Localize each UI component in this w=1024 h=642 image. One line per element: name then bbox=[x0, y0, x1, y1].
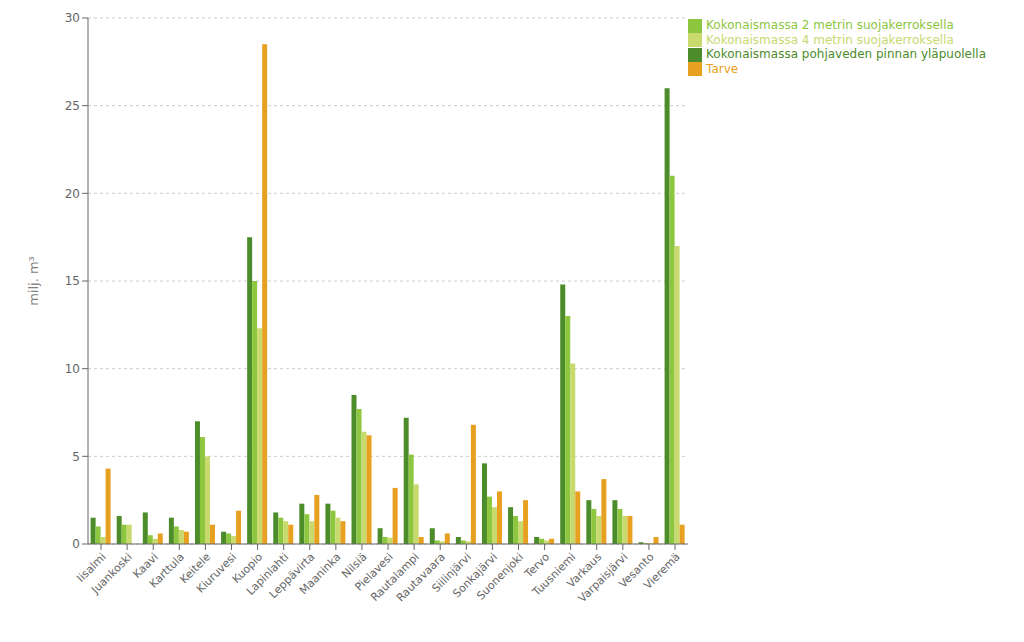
svg-text:Kiuruvesi: Kiuruvesi bbox=[194, 550, 240, 596]
svg-text:0: 0 bbox=[72, 537, 80, 551]
svg-text:Nilsiä: Nilsiä bbox=[339, 550, 370, 581]
svg-text:20: 20 bbox=[65, 187, 80, 201]
svg-text:30: 30 bbox=[65, 11, 80, 25]
svg-text:Suonenjoki: Suonenjoki bbox=[474, 550, 526, 602]
svg-text:Tervo: Tervo bbox=[522, 550, 553, 581]
svg-text:25: 25 bbox=[65, 99, 80, 113]
html-text:Kokonaismassa 4 metrin suojake: Kokonaismassa 4 metrin suojakerroksella bbox=[706, 32, 954, 47]
svg-text:Pielavesi: Pielavesi bbox=[352, 550, 396, 594]
svg-text:Kuopio: Kuopio bbox=[229, 550, 266, 586]
svg-text:Leppävirta: Leppävirta bbox=[266, 550, 318, 602]
svg-text:Rautavaara: Rautavaara bbox=[393, 550, 448, 605]
svg-text:Karttula: Karttula bbox=[147, 550, 187, 590]
svg-text:15: 15 bbox=[65, 274, 80, 288]
svg-text:Rautalampi: Rautalampi bbox=[368, 550, 422, 604]
html-text:Kokonaismassa 2 metrin suojake: Kokonaismassa 2 metrin suojakerroksella bbox=[706, 18, 954, 32]
svg-text:Vesanto: Vesanto bbox=[616, 550, 657, 591]
svg-text:Keitele: Keitele bbox=[177, 550, 214, 587]
svg-text:milj. m³: milj. m³ bbox=[26, 256, 41, 306]
svg-text:Tuusniemi: Tuusniemi bbox=[530, 550, 579, 599]
svg-text:Kaavi: Kaavi bbox=[130, 550, 161, 581]
svg-text:Vieremä: Vieremä bbox=[641, 550, 682, 591]
svg-text:Varpaisjärvi: Varpaisjärvi bbox=[575, 550, 631, 606]
html-text:Kokonaismassa pohjaveden pinna: Kokonaismassa pohjaveden pinnan yläpuole… bbox=[706, 47, 986, 61]
html-text:Tarve: Tarve bbox=[706, 61, 739, 76]
svg-text:Maaninka: Maaninka bbox=[297, 550, 344, 597]
svg-text:Siilinjärvi: Siilinjärvi bbox=[429, 550, 474, 596]
svg-text:Varkaus: Varkaus bbox=[564, 550, 605, 591]
svg-text:Juankoski: Juankoski bbox=[88, 550, 135, 597]
svg-text:5: 5 bbox=[72, 450, 80, 464]
svg-text:Lapinlahti: Lapinlahti bbox=[243, 550, 292, 598]
svg-text:10: 10 bbox=[65, 362, 80, 376]
svg-text:Iisalmi: Iisalmi bbox=[74, 550, 109, 585]
svg-text:Sonkajärvi: Sonkajärvi bbox=[450, 550, 500, 601]
